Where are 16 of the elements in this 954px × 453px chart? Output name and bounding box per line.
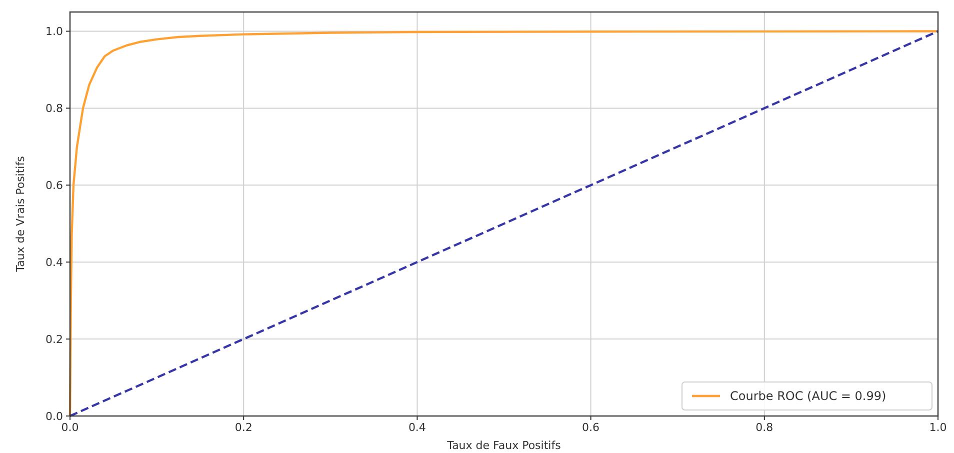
line-series — [68, 30, 940, 418]
x-tick-label: 0.2 — [234, 421, 252, 434]
y-tick-label: 1.0 — [46, 25, 63, 38]
x-tick-label: 0.0 — [61, 421, 79, 434]
x-tick-label: 0.4 — [408, 421, 426, 434]
x-axis-title: Taux de Faux Positifs — [446, 439, 562, 452]
y-tick-label: 0.4 — [46, 256, 63, 269]
x-tick-label: 1.0 — [929, 421, 947, 434]
y-tick-label: 0.0 — [46, 410, 63, 423]
x-tick-label: 0.8 — [756, 421, 774, 434]
y-tick-label: 0.2 — [46, 332, 63, 346]
legend-label: Courbe ROC (AUC = 0.99) — [730, 389, 886, 404]
y-tick-label: 0.6 — [46, 178, 63, 192]
x-tick-label: 0.6 — [582, 421, 600, 434]
y-axis-title: Taux de Vrais Positifs — [14, 156, 27, 273]
y-tick-label: 0.8 — [46, 102, 63, 116]
